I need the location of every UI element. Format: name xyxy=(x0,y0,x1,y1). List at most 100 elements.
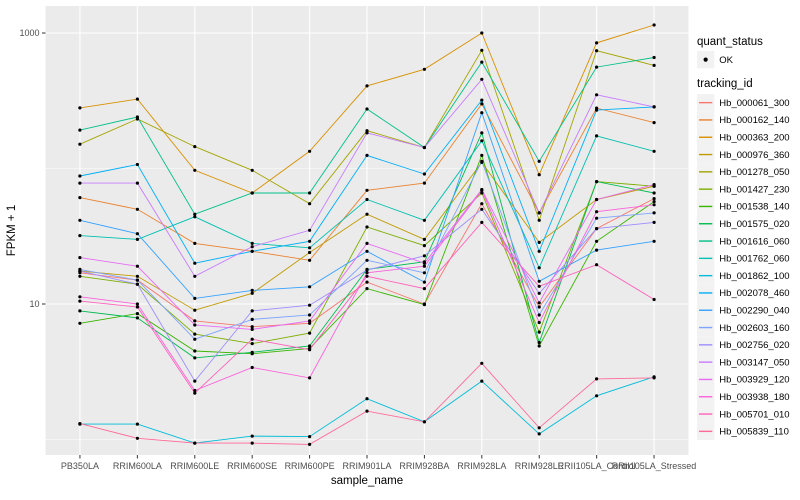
data-point xyxy=(308,285,312,289)
data-point xyxy=(652,200,656,204)
data-point xyxy=(78,218,82,222)
data-point xyxy=(365,268,369,272)
data-point xyxy=(422,264,426,268)
data-point xyxy=(250,365,254,370)
data-point xyxy=(365,212,369,216)
data-point xyxy=(193,323,197,327)
x-tick-label: PB350LA xyxy=(61,461,99,471)
data-point xyxy=(308,331,312,335)
data-point xyxy=(308,202,312,206)
legend-item-Hb_002603_160: Hb_002603_160 xyxy=(697,318,790,337)
data-point xyxy=(595,134,599,138)
legend-item-Hb_000363_200: Hb_000363_200 xyxy=(697,128,790,146)
x-tick-label: RRIM600LA xyxy=(113,461,162,471)
data-point xyxy=(595,377,599,381)
legend-item-label: Hb_001278_050 xyxy=(719,167,789,178)
data-point xyxy=(135,181,139,185)
data-point xyxy=(308,303,312,307)
data-point xyxy=(537,218,541,222)
data-point xyxy=(78,321,82,325)
data-point xyxy=(537,344,541,348)
data-point xyxy=(422,181,426,185)
legend-item-Hb_001538_140: Hb_001538_140 xyxy=(697,197,790,216)
data-point xyxy=(193,261,197,265)
data-point xyxy=(193,241,197,245)
data-point xyxy=(422,303,426,307)
data-point xyxy=(422,218,426,222)
data-point xyxy=(480,191,484,195)
legend-item-label: Hb_005839_110 xyxy=(719,427,789,438)
data-point xyxy=(78,196,82,200)
data-point xyxy=(652,183,656,187)
data-point xyxy=(480,207,484,211)
x-tick-label: RRIM928LA xyxy=(457,461,506,471)
data-point xyxy=(480,139,484,143)
data-point xyxy=(652,63,656,67)
data-point xyxy=(422,280,426,284)
data-point xyxy=(537,159,541,163)
data-point xyxy=(78,234,82,238)
gridlines xyxy=(45,6,689,455)
data-point xyxy=(135,97,139,101)
data-point xyxy=(595,41,599,45)
data-point xyxy=(652,121,656,125)
x-tick-label: RRIM901LA xyxy=(342,461,391,471)
data-point xyxy=(250,337,254,341)
legend-item-label: Hb_002756_020 xyxy=(719,340,789,351)
data-point xyxy=(537,330,541,334)
data-point xyxy=(422,172,426,176)
data-point xyxy=(537,426,541,430)
legend-item-label: OK xyxy=(719,55,733,66)
data-point xyxy=(422,420,426,424)
data-point xyxy=(422,271,426,275)
x-axis-title: sample_name xyxy=(331,475,403,487)
x-tick-label: RRII105LA_Control xyxy=(558,461,636,471)
data-point xyxy=(652,55,656,60)
legend-title-quant-status: quant_status xyxy=(697,36,763,48)
legend-item-label: Hb_001862_100 xyxy=(719,271,789,282)
legend-item-label: Hb_003147_050 xyxy=(719,357,789,368)
data-point xyxy=(365,129,369,133)
data-point xyxy=(595,239,599,243)
data-point xyxy=(250,434,254,438)
x-tick-label: RRIM600SE xyxy=(227,461,277,471)
data-point xyxy=(308,313,312,317)
legend-item-Hb_002290_040: Hb_002290_040 xyxy=(697,301,790,319)
data-point xyxy=(135,162,139,167)
data-point xyxy=(308,376,312,380)
data-point xyxy=(308,344,312,348)
legend-item-Hb_003938_180: Hb_003938_180 xyxy=(697,388,790,406)
data-point xyxy=(193,274,197,278)
data-point xyxy=(537,211,541,215)
legend-item-Hb_002078_460: Hb_002078_460 xyxy=(697,284,790,302)
data-point xyxy=(365,84,369,88)
data-point xyxy=(250,168,254,172)
legend-item-label: Hb_000363_200 xyxy=(719,132,789,143)
data-point xyxy=(250,245,254,249)
data-point xyxy=(250,288,254,292)
data-point xyxy=(422,237,426,241)
legend-item-label: Hb_003929_120 xyxy=(719,375,789,386)
data-point xyxy=(250,441,254,445)
data-point xyxy=(135,305,139,309)
x-tick-label: RRIM600LE xyxy=(170,461,219,471)
data-point xyxy=(308,246,312,250)
legend-item-Hb_000061_300: Hb_000061_300 xyxy=(697,94,790,112)
data-point xyxy=(365,287,369,291)
data-point xyxy=(595,180,599,184)
data-point xyxy=(652,203,656,207)
data-point xyxy=(250,309,254,313)
data-point xyxy=(480,361,484,365)
data-point xyxy=(193,215,197,219)
data-point xyxy=(652,239,656,243)
data-point xyxy=(652,297,656,302)
data-point xyxy=(480,159,484,163)
data-point xyxy=(595,49,599,53)
data-point xyxy=(422,67,426,71)
data-point xyxy=(193,349,197,353)
data-point xyxy=(308,191,312,195)
data-point xyxy=(365,197,369,202)
data-point xyxy=(193,308,197,312)
data-point xyxy=(308,442,312,446)
